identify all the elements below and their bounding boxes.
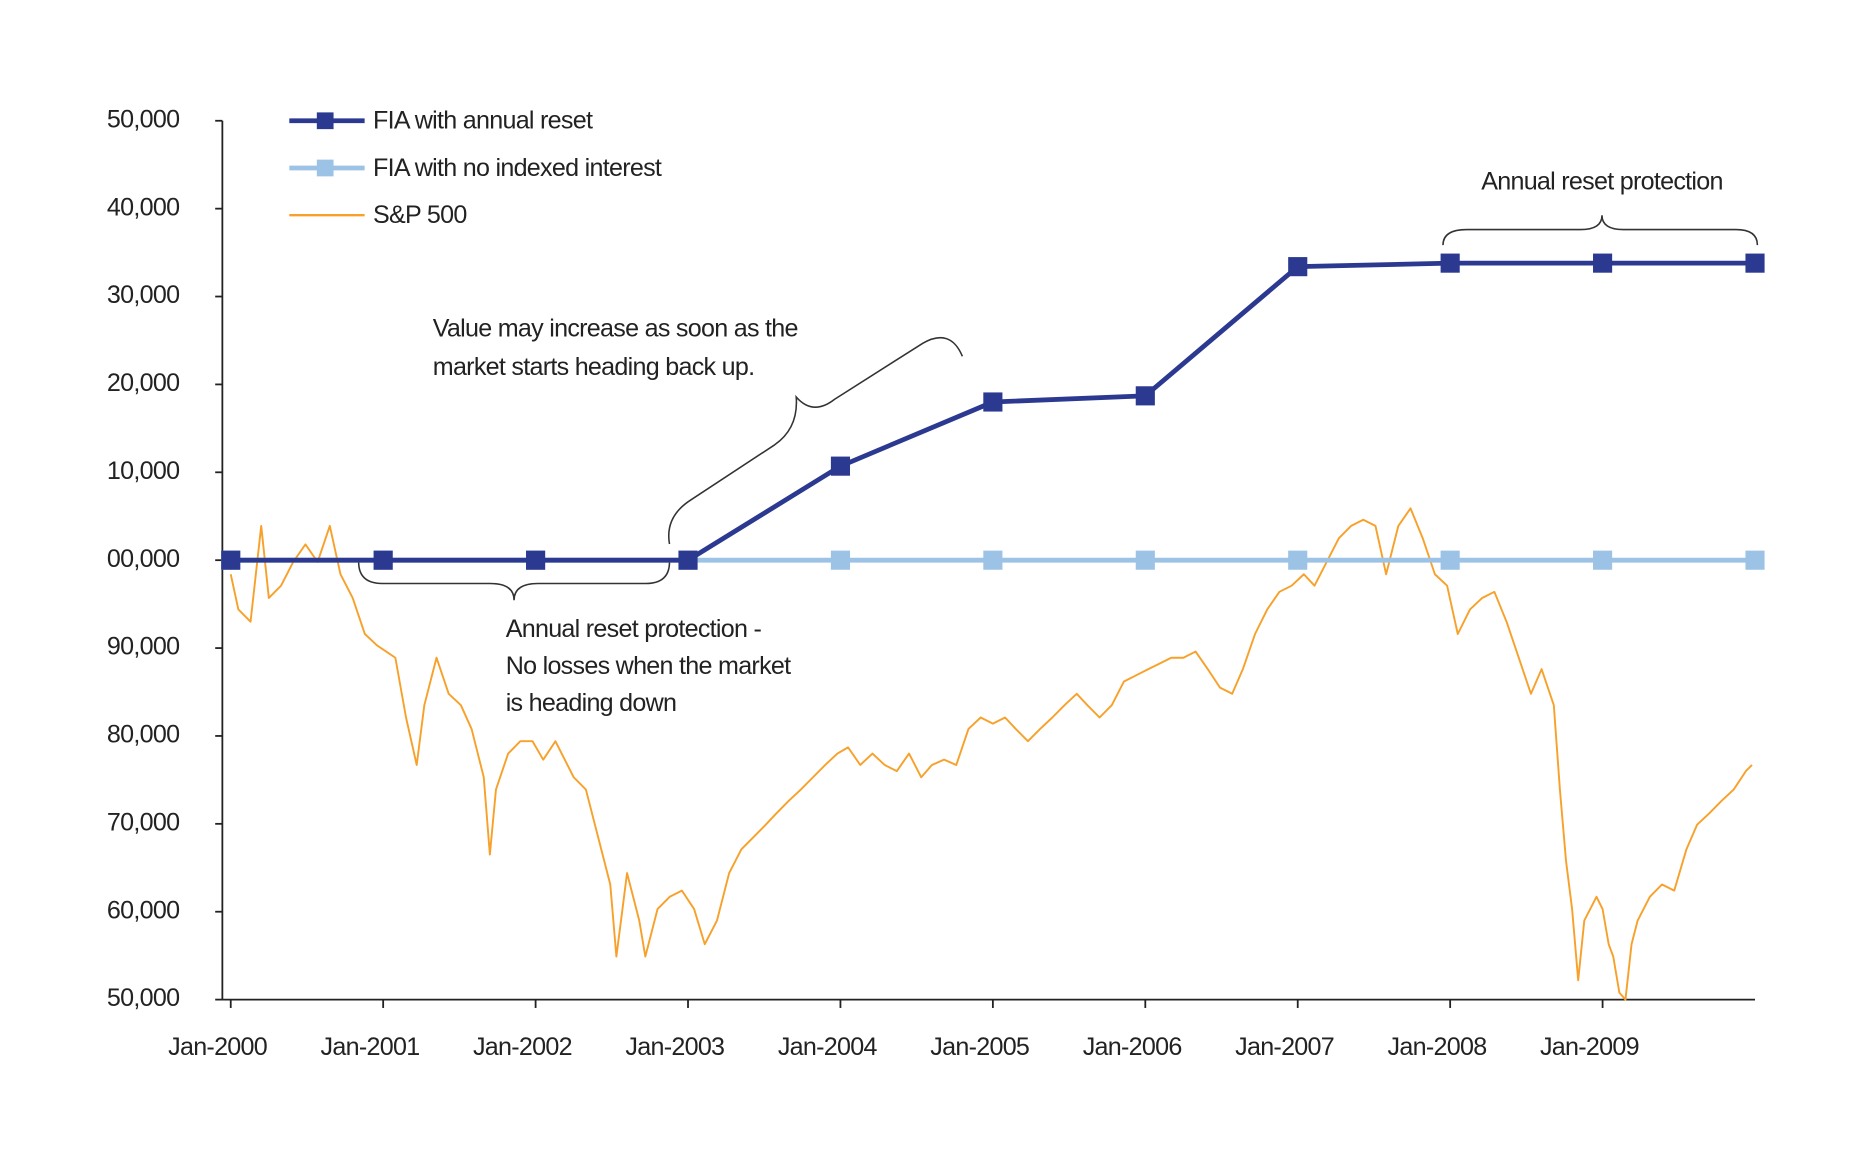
y-tick-label: 10,000 — [107, 457, 179, 485]
annotation: Annual reset protection — [1481, 168, 1723, 196]
marker — [1288, 550, 1308, 570]
annotation-braces — [357, 215, 1759, 601]
x-tick-label: Jan-2002 — [473, 1033, 572, 1061]
marker — [1440, 253, 1460, 273]
marker — [983, 550, 1003, 570]
annotation: No losses when the market — [506, 652, 791, 680]
marker — [1593, 550, 1613, 570]
marker — [830, 550, 851, 570]
y-tick-label: 80,000 — [107, 721, 179, 749]
annotation: is heading down — [506, 689, 677, 717]
annotation: Value may increase as soon as the — [433, 315, 798, 343]
y-tick-label: 20,000 — [107, 369, 179, 397]
marker — [983, 392, 1003, 412]
legend-label: S&P 500 — [373, 201, 467, 229]
annotations: Annual reset protection Value may increas… — [433, 168, 1724, 717]
legend-label: FIA with annual reset — [373, 107, 593, 135]
series-line — [230, 260, 1756, 563]
x-tick-label: Jan-2003 — [625, 1033, 724, 1061]
marker — [678, 550, 698, 570]
annotation: Annual reset protection - — [506, 615, 762, 643]
y-tick-label: 30,000 — [107, 281, 179, 309]
legend-marker — [316, 159, 334, 177]
y-tick-label: 40,000 — [107, 193, 179, 221]
legend-label: FIA with no indexed interest — [373, 154, 662, 182]
marker — [830, 456, 851, 476]
x-tick-label: Jan-2008 — [1388, 1033, 1487, 1061]
y-tick-label: 90,000 — [107, 633, 179, 661]
x-tick-label: Jan-2000 — [168, 1033, 267, 1061]
marker — [1135, 550, 1155, 570]
marker — [1593, 253, 1613, 273]
series-line — [229, 507, 1753, 1001]
y-tick-label: 70,000 — [107, 808, 179, 836]
marker — [1440, 550, 1460, 570]
x-tick-label: Jan-2004 — [778, 1033, 878, 1061]
legend-marker — [316, 112, 334, 130]
marker — [1745, 550, 1765, 570]
brace — [1442, 215, 1759, 246]
x-tick-label: Jan-2009 — [1540, 1033, 1639, 1061]
x-tick-label: Jan-2005 — [930, 1033, 1029, 1061]
y-tick-label: 50,000 — [107, 984, 179, 1012]
annotation: market starts heading back up. — [433, 353, 755, 381]
y-tick-label: 60,000 — [107, 896, 179, 924]
x-tick-label: Jan-2007 — [1235, 1033, 1334, 1061]
x-tick-label: Jan-2006 — [1083, 1033, 1182, 1061]
marker — [373, 550, 393, 570]
brace — [668, 336, 964, 545]
marker — [526, 550, 546, 570]
y-tick-label: 00,000 — [107, 545, 179, 573]
marker — [1135, 386, 1155, 406]
marker — [1745, 253, 1765, 273]
y-tick-label: 50,000 — [107, 105, 179, 133]
marker — [1288, 257, 1308, 277]
brace — [357, 561, 671, 601]
x-tick-label: Jan-2001 — [321, 1033, 420, 1061]
marker — [221, 550, 241, 570]
